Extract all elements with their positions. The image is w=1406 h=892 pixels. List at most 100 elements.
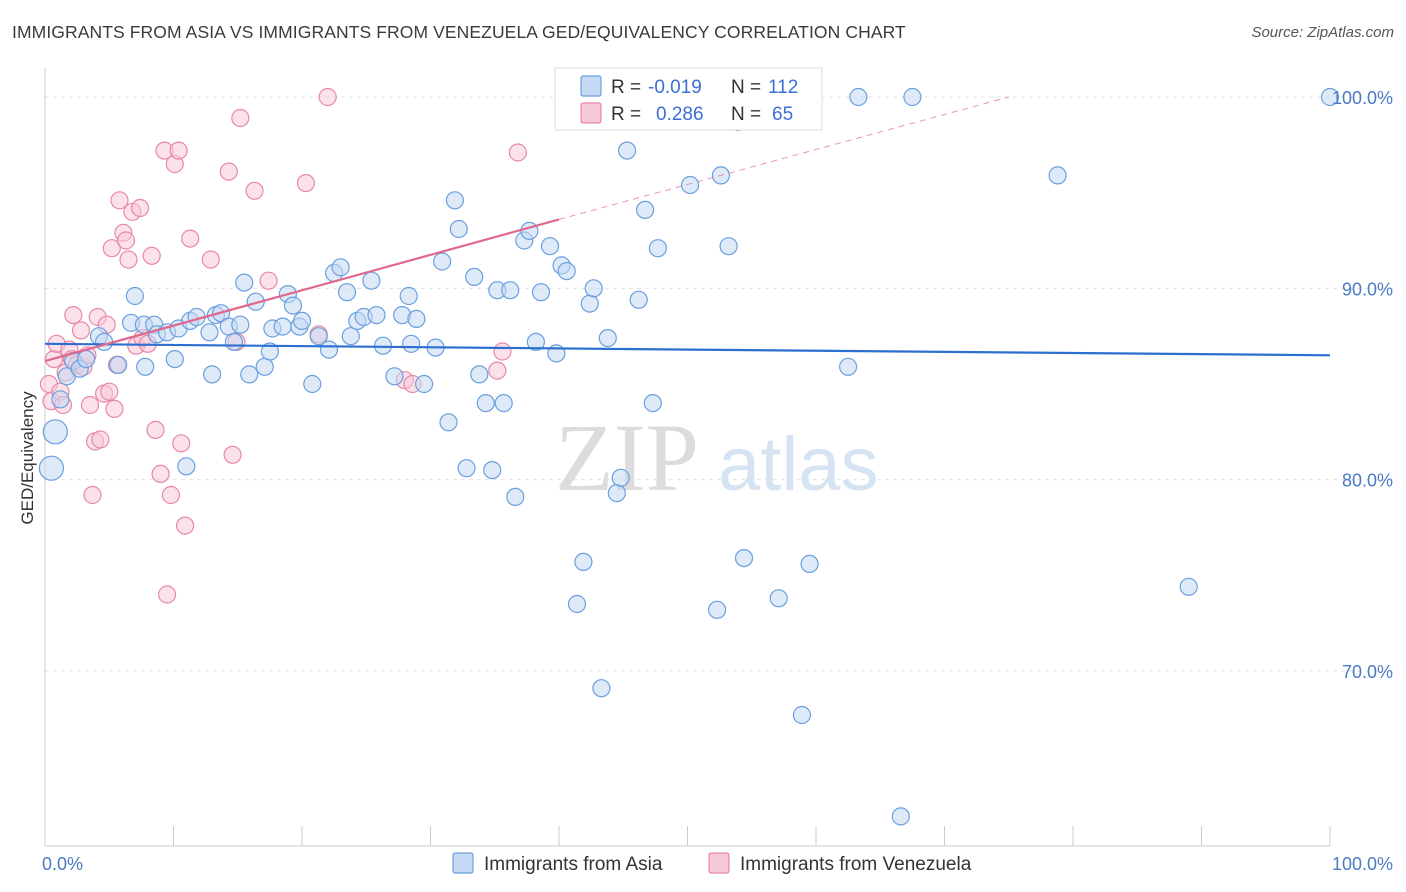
series-legend-swatch-venezuela bbox=[708, 852, 730, 874]
y-tick-label-0: 70.0% bbox=[1342, 662, 1393, 682]
venezuela-point-38 bbox=[158, 585, 177, 604]
watermark-zip: ZIP bbox=[555, 404, 699, 511]
asia-point-27 bbox=[224, 332, 243, 351]
asia-point-74 bbox=[526, 332, 546, 351]
venezuela-point-46 bbox=[219, 162, 238, 181]
asia-point-70 bbox=[501, 281, 520, 300]
asia-point-32 bbox=[255, 357, 274, 376]
watermark-atlas: atlas bbox=[718, 422, 879, 507]
venezuela-point-15 bbox=[83, 485, 102, 505]
asia-point-46 bbox=[341, 327, 360, 346]
x-tick-label-0: 0.0% bbox=[42, 854, 83, 874]
asia-point-11 bbox=[125, 286, 144, 306]
asia-point-6 bbox=[76, 350, 96, 369]
series-legend-label-venezuela: Immigrants from Venezuela bbox=[740, 854, 972, 875]
series-0-points bbox=[38, 87, 1340, 826]
asia-point-2 bbox=[51, 390, 70, 409]
asia-point-103 bbox=[849, 87, 868, 107]
asia-point-23 bbox=[203, 365, 222, 384]
asia-point-55 bbox=[402, 334, 421, 353]
legend-n-value-asia: 112 bbox=[768, 77, 798, 98]
asia-point-104 bbox=[891, 807, 910, 826]
asia-point-99 bbox=[769, 589, 788, 608]
venezuela-point-41 bbox=[169, 141, 188, 160]
venezuela-point-9 bbox=[64, 306, 83, 325]
asia-point-50 bbox=[367, 306, 386, 325]
asia-point-67 bbox=[483, 461, 502, 480]
legend-r-value-venezuela: 0.286 bbox=[656, 104, 704, 125]
asia-point-71 bbox=[506, 487, 525, 506]
series-legend-swatch-asia bbox=[452, 852, 474, 874]
venezuela-point-39 bbox=[161, 485, 180, 505]
y-tick-labels: 70.0% 80.0% 90.0% 100.0% bbox=[1332, 88, 1393, 682]
venezuela-point-23 bbox=[105, 399, 124, 418]
venezuela-point-50 bbox=[245, 181, 264, 200]
asia-point-108 bbox=[1320, 87, 1340, 107]
asia-point-88 bbox=[617, 141, 637, 160]
asia-point-33 bbox=[260, 342, 279, 361]
asia-point-100 bbox=[792, 705, 812, 725]
asia-point-8 bbox=[94, 332, 114, 351]
venezuela-point-27 bbox=[116, 231, 136, 250]
asia-point-75 bbox=[531, 283, 551, 302]
asia-point-86 bbox=[607, 484, 626, 503]
venezuela-point-22 bbox=[102, 239, 121, 258]
asia-point-30 bbox=[240, 365, 259, 384]
asia-point-81 bbox=[574, 552, 593, 572]
asia-point-96 bbox=[719, 237, 738, 256]
asia-point-91 bbox=[643, 394, 662, 413]
trend-lines bbox=[44, 96, 1331, 363]
asia-point-89 bbox=[629, 290, 648, 309]
venezuela-point-18 bbox=[91, 430, 110, 449]
venezuela-point-52 bbox=[296, 174, 315, 193]
asia-point-60 bbox=[439, 413, 458, 432]
asia-point-101 bbox=[800, 554, 819, 574]
asia-point-35 bbox=[273, 317, 292, 336]
asia-point-107 bbox=[1179, 577, 1198, 596]
asia-point-9 bbox=[109, 355, 128, 374]
asia-point-49 bbox=[362, 271, 381, 290]
venezuela-point-51 bbox=[259, 271, 278, 290]
asia-point-17 bbox=[165, 350, 184, 369]
asia-point-92 bbox=[648, 239, 668, 258]
venezuela-point-58 bbox=[493, 342, 512, 361]
legend-swatch-asia bbox=[580, 75, 602, 97]
asia-point-79 bbox=[557, 262, 576, 281]
asia-point-52 bbox=[385, 367, 404, 386]
asia-point-45 bbox=[337, 283, 357, 302]
asia-trend-line bbox=[44, 342, 1331, 357]
data-points bbox=[38, 87, 1340, 826]
asia-point-64 bbox=[465, 267, 484, 286]
venezuela-point-31 bbox=[131, 198, 150, 218]
asia-point-85 bbox=[598, 329, 617, 348]
series-legend-label-asia: Immigrants from Asia bbox=[484, 854, 663, 875]
venezuela-point-49 bbox=[231, 108, 250, 128]
venezuela-point-21 bbox=[100, 382, 119, 401]
legend-swatch-venezuela bbox=[580, 102, 602, 124]
venezuela-point-25 bbox=[110, 191, 129, 210]
y-tick-label-3: 100.0% bbox=[1332, 88, 1393, 108]
venezuela-point-35 bbox=[146, 420, 165, 439]
venezuela-point-14 bbox=[80, 395, 100, 415]
asia-point-29 bbox=[235, 273, 254, 292]
asia-point-41 bbox=[309, 327, 328, 346]
asia-point-54 bbox=[399, 286, 418, 306]
venezuela-point-57 bbox=[488, 361, 507, 380]
chart-source: Source: ZipAtlas.com bbox=[1251, 24, 1394, 41]
venezuela-point-36 bbox=[151, 464, 170, 483]
asia-point-56 bbox=[407, 309, 426, 328]
venezuela-point-59 bbox=[508, 143, 528, 162]
watermark: ZIP atlas bbox=[555, 404, 879, 511]
asia-point-105 bbox=[903, 87, 922, 107]
legend: R = -0.019 N = 112 R = 0.286 N = 65 bbox=[554, 67, 823, 131]
legend-n-label-venezuela: N = bbox=[731, 104, 766, 125]
x-tick-labels: 0.0% 100.0% bbox=[42, 854, 1393, 874]
asia-point-82 bbox=[580, 294, 599, 313]
asia-point-87 bbox=[611, 468, 630, 487]
legend-r-label-asia: R = bbox=[611, 77, 646, 98]
asia-point-13 bbox=[136, 357, 155, 376]
venezuela-trend-line bbox=[44, 218, 560, 363]
venezuela-point-11 bbox=[71, 321, 91, 340]
venezuela-point-28 bbox=[119, 250, 138, 269]
asia-point-42 bbox=[319, 340, 339, 359]
